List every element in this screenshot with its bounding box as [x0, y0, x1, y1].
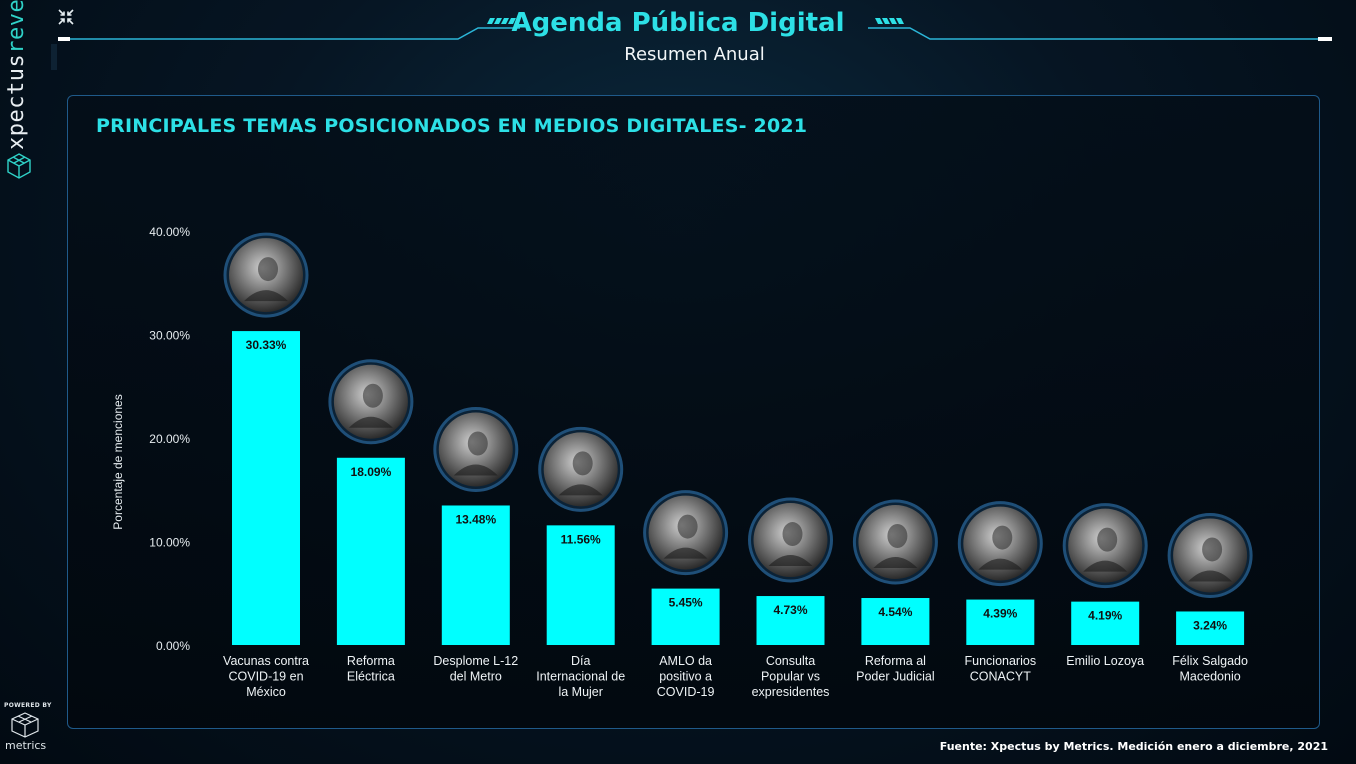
bar[interactable] — [966, 599, 1035, 645]
bar[interactable] — [441, 505, 510, 645]
x-category-label: Emilio Lozoya — [1066, 654, 1144, 668]
bar-value-label: 30.33% — [246, 338, 287, 352]
metro-collapse-photo-icon — [433, 406, 519, 492]
bar-group: 18.09% Reforma Eléctrica — [328, 359, 414, 684]
x-category-label: Macedonio — [1180, 670, 1241, 684]
amlo-photo-icon — [643, 490, 729, 576]
x-category-label: Poder Judicial — [856, 670, 935, 684]
bar-value-label: 3.24% — [1193, 618, 1227, 632]
x-category-label: positivo a — [659, 670, 712, 684]
judge-photo-icon — [852, 499, 938, 585]
collapse-icon[interactable] — [57, 8, 75, 26]
page-subtitle: Resumen Anual — [624, 44, 765, 65]
x-category-label: COVID-19 en — [228, 670, 303, 684]
electric-tower-photo-icon — [328, 359, 414, 445]
powered-by-label: POWERED BY — [4, 702, 52, 709]
bar[interactable] — [232, 331, 300, 645]
y-tick-label: 0.00% — [156, 639, 190, 653]
bar[interactable] — [336, 457, 405, 645]
x-category-label: Día — [571, 654, 591, 668]
bar[interactable] — [1176, 611, 1245, 645]
x-category-label: Funcionarios — [965, 654, 1037, 668]
bar[interactable] — [1071, 601, 1140, 645]
bar-value-label: 4.54% — [878, 605, 912, 619]
x-category-label: CONACYT — [970, 670, 1031, 684]
x-category-label: Desplome L-12 — [433, 654, 518, 668]
x-category-label: Popular vs — [761, 670, 820, 684]
bar-group: 4.39% Funcionarios CONACYT — [957, 501, 1043, 684]
y-tick-label: 40.00% — [149, 225, 190, 239]
bar-value-label: 4.19% — [1088, 609, 1122, 623]
bar-group: 13.48% Desplome L-12 del Metro — [433, 406, 519, 684]
bar[interactable] — [861, 598, 930, 645]
bar-value-label: 4.73% — [773, 603, 807, 617]
x-category-label: Eléctrica — [347, 670, 395, 684]
y-tick-label: 30.00% — [149, 329, 190, 343]
y-axis-label: Porcentaje de menciones — [111, 394, 125, 529]
lozoya-photo-icon — [1062, 503, 1148, 589]
conacyt-building-photo-icon — [957, 501, 1043, 587]
bar[interactable] — [651, 588, 720, 645]
sidebar-toggle-tab[interactable] — [51, 44, 57, 70]
x-category-label: Félix Salgado — [1172, 654, 1248, 668]
bar-group: 4.54% Reforma al Poder Judicial — [852, 499, 938, 684]
bar[interactable] — [546, 525, 615, 645]
page-title: Agenda Pública Digital — [511, 8, 845, 38]
x-category-label: COVID-19 — [657, 685, 715, 699]
x-category-label: del Metro — [450, 670, 502, 684]
chart-title: PRINCIPALES TEMAS POSICIONADOS EN MEDIOS… — [96, 115, 808, 137]
metrics-cube-icon — [11, 712, 39, 738]
covid-vaccine-photo-icon — [223, 232, 309, 318]
x-category-label: la Mujer — [558, 685, 602, 699]
bar-value-label: 13.48% — [455, 512, 496, 526]
x-category-label: Reforma al — [865, 654, 926, 668]
y-tick-label: 10.00% — [149, 536, 190, 550]
source-note: Fuente: Xpectus by Metrics. Medición ene… — [939, 740, 1328, 753]
bar[interactable] — [756, 596, 825, 645]
consulta-popular-photo-icon — [748, 497, 833, 583]
bar-value-label: 5.45% — [669, 596, 703, 610]
x-category-label: Internacional de — [536, 670, 625, 684]
header-decoration — [58, 18, 1332, 41]
x-category-label: expresidentes — [752, 685, 830, 699]
x-category-label: AMLO da — [659, 654, 712, 668]
x-category-label: Reforma — [347, 654, 395, 668]
bar-group: 4.19% Emilio Lozoya — [1062, 503, 1148, 668]
x-category-label: Vacunas contra — [223, 654, 309, 668]
bar-value-label: 18.09% — [351, 465, 392, 479]
xpectus-cube-icon — [7, 153, 31, 179]
bar-group: 3.24% Félix Salgado Macedonio — [1167, 512, 1253, 684]
bar-value-label: 4.39% — [983, 607, 1017, 621]
feminist-march-photo-icon — [538, 426, 624, 512]
x-category-label: Consulta — [766, 654, 815, 668]
y-tick-label: 20.00% — [149, 432, 190, 446]
bar-value-label: 11.56% — [561, 532, 601, 546]
x-category-label: México — [246, 685, 286, 699]
salgado-photo-icon — [1167, 512, 1253, 598]
metrics-label: metrics — [5, 739, 47, 752]
